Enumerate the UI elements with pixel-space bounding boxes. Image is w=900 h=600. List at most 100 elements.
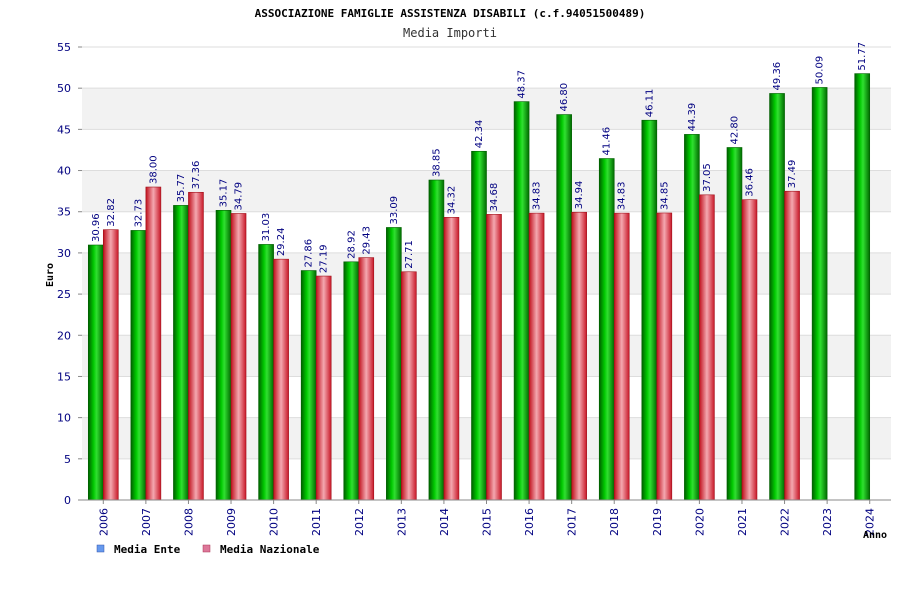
y-tick-label: 15 <box>57 370 71 383</box>
legend-label-media-ente: Media Ente <box>114 543 181 556</box>
value-label-media-nazionale-2008: 37.36 <box>191 161 202 190</box>
y-tick-label: 30 <box>57 247 71 260</box>
value-label-media-ente-2009: 35.17 <box>219 179 230 208</box>
y-tick-label: 25 <box>57 288 71 301</box>
plot-band <box>82 47 891 89</box>
value-label-media-ente-2024: 51.77 <box>857 42 868 71</box>
y-tick-label: 40 <box>57 165 71 178</box>
bar-media-nazionale-2018 <box>613 212 630 501</box>
value-label-media-ente-2014: 38.85 <box>431 148 442 177</box>
value-label-media-ente-2013: 33.09 <box>389 196 400 225</box>
value-label-media-nazionale-2013: 27.71 <box>404 240 415 269</box>
y-tick-label: 50 <box>57 82 71 95</box>
bar-media-ente-2007 <box>130 230 147 501</box>
value-label-media-ente-2023: 50.09 <box>815 56 826 85</box>
value-label-media-ente-2019: 46.11 <box>644 89 655 118</box>
x-tick-label-2016: 2016 <box>523 508 536 536</box>
x-tick-label-2011: 2011 <box>310 508 323 536</box>
value-label-media-nazionale-2009: 34.79 <box>234 182 245 211</box>
bar-media-ente-2013 <box>386 227 402 501</box>
value-label-media-nazionale-2006: 32.82 <box>106 198 117 227</box>
bar-media-nazionale-2019 <box>656 212 673 501</box>
value-label-media-ente-2017: 46.80 <box>559 83 570 112</box>
value-label-media-nazionale-2014: 34.32 <box>446 186 457 215</box>
bar-media-nazionale-2008 <box>188 191 204 501</box>
y-tick-label: 20 <box>57 329 71 342</box>
y-tick-label: 0 <box>64 494 71 507</box>
x-tick-label-2023: 2023 <box>821 508 834 536</box>
bar-media-nazionale-2012 <box>358 257 375 501</box>
bar-media-ente-2024 <box>854 73 871 501</box>
x-tick-label-2022: 2022 <box>779 508 792 536</box>
bar-media-nazionale-2017 <box>571 211 587 501</box>
bar-media-ente-2006 <box>87 244 104 501</box>
plot-band <box>82 88 891 130</box>
value-label-media-nazionale-2020: 37.05 <box>702 163 713 192</box>
value-label-media-ente-2016: 48.37 <box>517 70 528 99</box>
bar-media-ente-2010 <box>258 244 274 501</box>
y-tick-label: 35 <box>57 206 71 219</box>
value-label-media-ente-2008: 35.77 <box>176 174 187 203</box>
value-label-media-nazionale-2018: 34.83 <box>617 181 628 210</box>
value-label-media-ente-2021: 42.80 <box>729 116 740 145</box>
bar-media-nazionale-2007 <box>145 186 162 501</box>
value-label-media-nazionale-2021: 36.46 <box>744 168 755 197</box>
value-label-media-nazionale-2007: 38.00 <box>148 155 159 184</box>
value-label-media-nazionale-2016: 34.83 <box>532 181 543 210</box>
value-label-media-ente-2011: 27.86 <box>304 239 315 268</box>
x-axis-ticks: 2006 2007 2008 2009 2010 2011 2012 2013 2014 2015… <box>97 500 877 536</box>
bar-media-ente-2017 <box>556 114 572 501</box>
bar-media-ente-2012 <box>343 261 360 501</box>
bar-media-ente-2018 <box>598 158 615 501</box>
x-axis-label: Anno <box>863 530 887 541</box>
legend-swatch-media-nazionale <box>202 544 211 553</box>
x-tick-label-2015: 2015 <box>481 508 494 536</box>
value-label-media-nazionale-2019: 34.85 <box>659 181 670 210</box>
x-tick-label-2018: 2018 <box>608 508 621 536</box>
bar-media-nazionale-2009 <box>230 213 247 501</box>
value-label-media-ente-2020: 44.39 <box>687 103 698 132</box>
bar-media-ente-2014 <box>428 179 445 501</box>
chart-title: ASSOCIAZIONE FAMIGLIE ASSISTENZA DISABIL… <box>255 7 646 20</box>
value-label-media-nazionale-2022: 37.49 <box>787 160 798 189</box>
value-label-media-ente-2022: 49.36 <box>772 62 783 91</box>
x-tick-label-2010: 2010 <box>268 508 281 536</box>
legend: Media Ente Media Nazionale <box>96 543 320 556</box>
value-label-media-ente-2010: 31.03 <box>261 213 272 242</box>
bar-media-nazionale-2011 <box>315 275 332 501</box>
y-tick-label: 45 <box>57 123 71 136</box>
value-label-media-nazionale-2017: 34.94 <box>574 181 585 210</box>
x-tick-label-2024: 2024 <box>864 508 877 536</box>
y-tick-label: 10 <box>57 412 71 425</box>
y-axis-label: Euro <box>45 263 56 287</box>
bar-media-ente-2020 <box>684 134 700 501</box>
bar-media-ente-2019 <box>641 119 658 501</box>
value-label-media-nazionale-2010: 29.24 <box>276 228 287 257</box>
x-tick-label-2020: 2020 <box>693 508 706 536</box>
x-tick-label-2017: 2017 <box>566 508 579 536</box>
bar-media-nazionale-2013 <box>401 271 417 501</box>
x-tick-label-2006: 2006 <box>97 508 110 536</box>
value-label-media-nazionale-2012: 29.43 <box>361 226 372 255</box>
x-tick-label-2013: 2013 <box>395 508 408 536</box>
bar-media-ente-2011 <box>300 270 317 501</box>
value-label-media-ente-2007: 32.73 <box>133 199 144 228</box>
legend-label-media-nazionale: Media Nazionale <box>220 543 320 556</box>
bar-media-ente-2015 <box>471 150 487 501</box>
y-axis-ticks: 0 5 10 15 20 25 30 35 40 45 50 55 <box>57 41 82 507</box>
bar-media-nazionale-2014 <box>443 217 460 501</box>
bar-media-nazionale-2020 <box>699 194 715 501</box>
bar-media-nazionale-2006 <box>102 229 119 501</box>
bar-media-ente-2021 <box>726 147 743 501</box>
bar-media-ente-2023 <box>811 87 828 501</box>
value-label-media-nazionale-2011: 27.19 <box>319 244 330 273</box>
value-label-media-nazionale-2015: 34.68 <box>489 183 500 212</box>
bar-media-nazionale-2021 <box>741 199 758 501</box>
value-label-media-ente-2018: 41.46 <box>602 127 613 156</box>
bar-media-nazionale-2015 <box>486 214 502 501</box>
bar-media-ente-2008 <box>173 205 189 501</box>
bar-media-ente-2022 <box>769 93 785 501</box>
x-tick-label-2008: 2008 <box>182 508 195 536</box>
value-label-media-ente-2012: 28.92 <box>346 230 357 259</box>
